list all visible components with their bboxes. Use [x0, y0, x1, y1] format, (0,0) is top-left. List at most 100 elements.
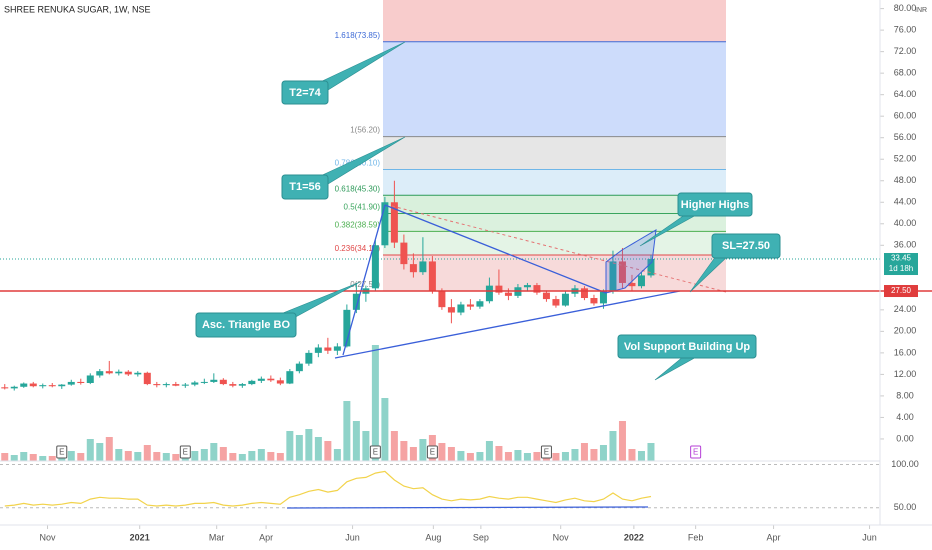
volume-bar: [447, 447, 455, 461]
y-tick-label: 60.00: [894, 111, 917, 121]
candle-body: [48, 385, 56, 387]
trendline: [334, 290, 681, 359]
earnings-label: E: [59, 448, 64, 457]
candle-body: [295, 363, 303, 372]
y-tick-label: 40.00: [894, 218, 917, 228]
candle-body: [390, 202, 398, 243]
candle-body: [238, 384, 246, 386]
x-tick-label: Nov: [40, 532, 57, 542]
callout: Vol Support Building Up: [617, 334, 757, 381]
fib-band: [383, 213, 726, 232]
volume-bar: [267, 452, 275, 461]
callout-box: [281, 174, 329, 200]
volume-bar: [1, 453, 9, 461]
volume-bar: [134, 452, 142, 461]
candle-body: [153, 384, 161, 386]
price-tag: [884, 253, 918, 276]
fib-layer: 1.618(73.85)1(56.20)0.786(50.10)0.618(45…: [0, 31, 880, 509]
x-tick-label: Nov: [553, 532, 570, 542]
trendline: [384, 204, 607, 294]
fib-band: [383, 195, 726, 214]
earnings-marker: [369, 445, 381, 459]
volume-bar: [29, 454, 37, 461]
candle-body: [381, 202, 389, 246]
y-tick-label: 4.00: [896, 412, 914, 422]
candle-body: [580, 288, 588, 299]
callout-box: [195, 312, 297, 338]
volume-bar: [48, 456, 56, 461]
volume-bar: [571, 449, 579, 461]
candle-body: [637, 275, 645, 287]
pattern: [605, 229, 657, 294]
fib-band: [383, 169, 726, 196]
y-tick-label: 68.00: [894, 68, 917, 78]
price-tag-label: 33.45: [891, 254, 912, 263]
volume-bar: [514, 450, 522, 461]
candle-body: [552, 299, 560, 306]
x-tick-label: Jun: [862, 532, 877, 542]
volume-bar: [457, 451, 465, 461]
volume-bar: [333, 449, 341, 461]
candle-body: [409, 264, 417, 273]
x-tick-label: Apr: [767, 532, 781, 542]
candle-body: [77, 381, 85, 384]
volume-bar: [343, 401, 351, 461]
volume-bar: [485, 441, 493, 461]
x-tick-label: Apr: [259, 532, 273, 542]
x-tick-label: 2022: [624, 532, 644, 542]
callout-text: Higher Highs: [681, 199, 749, 211]
volume-bar: [20, 452, 28, 461]
candle-body: [248, 380, 256, 385]
volume-bar: [533, 452, 541, 461]
candle-body: [590, 298, 598, 304]
callout-text: T1=56: [289, 181, 321, 193]
y-tick-label: 36.00: [894, 240, 917, 250]
rsi-tick-label: 50.00: [894, 502, 917, 512]
volume-bar: [153, 452, 161, 461]
earnings-label: E: [183, 448, 188, 457]
candle-body: [457, 304, 465, 313]
currency: INR: [915, 7, 927, 14]
candle-body: [286, 371, 294, 384]
x-tick-label: 2021: [130, 532, 150, 542]
x-tick-label: Mar: [209, 532, 225, 542]
volume-bar: [599, 445, 607, 461]
candle-body: [210, 379, 218, 382]
volume-bar: [305, 429, 313, 461]
candle-body: [219, 379, 227, 385]
volume-bar: [381, 398, 389, 461]
candle-body: [191, 382, 199, 385]
volume-bar: [552, 453, 560, 461]
callout: SL=27.50: [689, 233, 781, 293]
earnings-marker: [56, 445, 68, 459]
candle-body: [447, 307, 455, 313]
volume-bar: [295, 435, 303, 461]
volume-bar: [257, 449, 265, 461]
countdown: 1d 18h: [889, 264, 913, 273]
candle-body: [276, 380, 284, 384]
volume-bar: [476, 452, 484, 461]
volume-bar: [219, 447, 227, 461]
volume-bar: [229, 453, 237, 461]
y-tick-label: 80.00: [894, 3, 917, 13]
callout: T1=56: [281, 136, 406, 200]
x-tick-label: Feb: [688, 532, 704, 542]
fib-band: [383, 41, 726, 137]
fib-band: [383, 136, 726, 170]
candle-body: [172, 384, 180, 386]
stop-tag: [884, 285, 918, 298]
y-tick-label: 76.00: [894, 24, 917, 34]
volume-bar: [96, 443, 104, 461]
candle-body: [39, 385, 47, 387]
candle-body: [257, 378, 265, 381]
volume-bar: [419, 439, 427, 461]
y-tick-label: 44.00: [894, 197, 917, 207]
y-tick-label: 56.00: [894, 132, 917, 142]
candle-body: [609, 261, 617, 292]
trendline: [342, 204, 386, 356]
candle-body: [20, 383, 28, 387]
volume-bar: [143, 445, 151, 461]
fib-label: 0.618(45.30): [335, 184, 381, 193]
y-tick-label: 72.00: [894, 46, 917, 56]
candle-body: [371, 245, 379, 289]
